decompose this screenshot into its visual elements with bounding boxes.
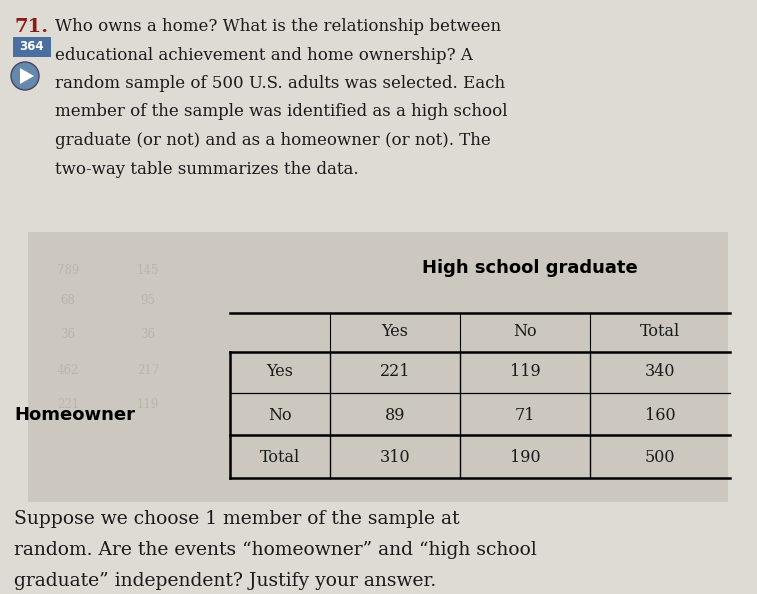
Text: 364: 364: [20, 40, 45, 53]
Text: 119: 119: [509, 364, 540, 381]
Text: Yes: Yes: [266, 364, 294, 381]
Text: random. Are the events “homeowner” and “high school: random. Are the events “homeowner” and “…: [14, 541, 537, 559]
Text: 36: 36: [141, 328, 155, 342]
Text: 500: 500: [645, 448, 675, 466]
Text: graduate (or not) and as a homeowner (or not). The: graduate (or not) and as a homeowner (or…: [55, 132, 491, 149]
Text: 462: 462: [57, 364, 79, 377]
Text: graduate” independent? Justify your answer.: graduate” independent? Justify your answ…: [14, 572, 436, 590]
Text: No: No: [513, 324, 537, 340]
Text: Total: Total: [640, 324, 680, 340]
Text: 68: 68: [61, 293, 76, 307]
Text: 95: 95: [141, 293, 155, 307]
Text: 36: 36: [61, 328, 76, 342]
Text: random sample of 500 U.S. adults was selected. Each: random sample of 500 U.S. adults was sel…: [55, 75, 505, 92]
FancyBboxPatch shape: [28, 232, 728, 502]
Polygon shape: [20, 68, 34, 84]
FancyBboxPatch shape: [13, 37, 51, 57]
Text: two-way table summarizes the data.: two-way table summarizes the data.: [55, 160, 359, 178]
Text: 160: 160: [645, 406, 675, 424]
Text: Homeowner: Homeowner: [14, 406, 135, 424]
Text: Who owns a home? What is the relationship between: Who owns a home? What is the relationshi…: [55, 18, 501, 35]
Text: 71: 71: [515, 406, 535, 424]
Text: 145: 145: [137, 264, 159, 276]
Text: 89: 89: [385, 406, 405, 424]
Text: No: No: [268, 406, 291, 424]
Text: Yes: Yes: [382, 324, 409, 340]
Text: 340: 340: [645, 364, 675, 381]
Text: 221: 221: [380, 364, 410, 381]
Text: 789: 789: [57, 264, 79, 276]
Text: High school graduate: High school graduate: [422, 259, 638, 277]
Circle shape: [11, 62, 39, 90]
Text: 190: 190: [509, 448, 540, 466]
Text: member of the sample was identified as a high school: member of the sample was identified as a…: [55, 103, 507, 121]
Text: 119: 119: [137, 399, 159, 412]
Text: educational achievement and home ownership? A: educational achievement and home ownersh…: [55, 46, 473, 64]
Text: Total: Total: [260, 448, 300, 466]
Text: 217: 217: [137, 364, 159, 377]
Text: 221: 221: [57, 399, 79, 412]
Text: 310: 310: [380, 448, 410, 466]
Text: 71.: 71.: [14, 18, 48, 36]
Text: Suppose we choose 1 member of the sample at: Suppose we choose 1 member of the sample…: [14, 510, 459, 528]
